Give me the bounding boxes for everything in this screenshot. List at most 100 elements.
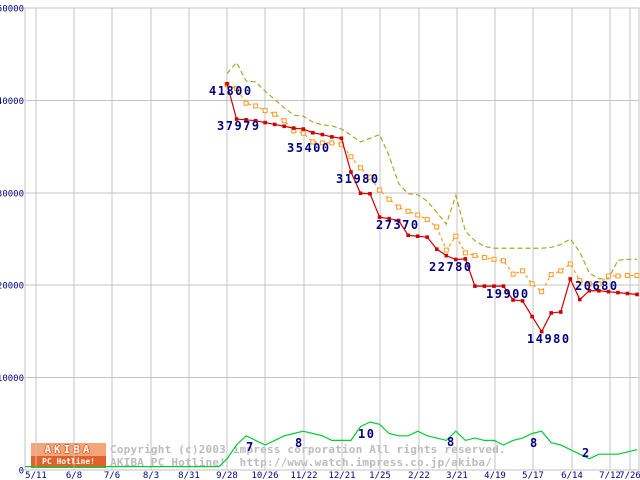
average-price-marker [615, 273, 621, 279]
lowest-price-marker [463, 257, 468, 261]
price-annotation: 20680 [575, 279, 619, 293]
lowest-price-marker [358, 191, 363, 196]
price-annotation: 37979 [217, 119, 261, 133]
lowest-price-marker [272, 122, 277, 127]
lowest-price-marker [244, 118, 248, 122]
x-tick-label: 9/28 [216, 471, 238, 480]
average-price-marker [319, 140, 325, 146]
lowest-price-marker [473, 284, 477, 288]
x-tick-label: 8/31 [178, 471, 200, 480]
lowest-price-marker [377, 215, 382, 219]
average-price-marker [548, 272, 554, 278]
lowest-price-marker [311, 130, 315, 135]
shop-count-annotation: 8 [530, 436, 539, 450]
average-price-marker [396, 204, 402, 210]
y-tick-label: 40000 [0, 97, 24, 107]
akiba-pc-hotline-logo: AKIBA PC Hotline! [31, 443, 106, 468]
average-price-marker [300, 130, 306, 136]
average-price-marker [415, 212, 421, 218]
lowest-price-marker [406, 233, 410, 238]
lowest-price-marker [387, 216, 391, 221]
highest-price-line [226, 61, 638, 280]
average-price-marker [272, 111, 278, 117]
lowest-price-marker [597, 288, 601, 293]
copyright-line-1: Copyright (c)2003 impress corporation Al… [110, 443, 506, 456]
lowest-price-marker [577, 297, 582, 302]
average-price-marker [586, 281, 592, 287]
lowest-price-marker [606, 289, 611, 294]
price-annotation: 41800 [209, 84, 253, 98]
akiba-logo-subtitle: PC Hotline! [31, 456, 106, 468]
lowest-price-marker [282, 124, 287, 129]
lowest-price-marker [520, 299, 525, 303]
x-tick-label: 5/17 [522, 471, 544, 480]
average-price-marker [472, 253, 478, 259]
lowest-price-marker [434, 247, 439, 251]
y-tick-label: 10000 [0, 374, 24, 384]
lowest-price-marker [320, 132, 325, 137]
shop-count-annotation: 7 [246, 440, 255, 454]
average-price-marker [605, 273, 611, 279]
lowest-price-marker [425, 235, 430, 239]
average-price-marker [377, 187, 383, 193]
lowest-price-marker [454, 257, 458, 262]
average-price-marker [253, 103, 259, 109]
y-tick-label: 50000 [0, 5, 24, 15]
y-tick-label: 0 [19, 467, 24, 477]
average-price-marker [405, 208, 411, 214]
x-tick-label: 6/14 [561, 471, 583, 480]
average-price-marker [577, 278, 583, 284]
lowest-price-marker [415, 234, 420, 239]
average-price-marker [491, 256, 497, 262]
shop-count-annotation: 8 [295, 436, 304, 450]
average-price-marker [357, 165, 363, 171]
x-tick-label: 10/26 [251, 471, 278, 480]
lowest-price-marker [635, 292, 639, 297]
lowest-price-marker [558, 310, 563, 314]
lowest-price-marker [587, 288, 592, 293]
lowest-price-marker [616, 290, 620, 295]
average-price-marker [386, 196, 392, 202]
lowest-price-marker [368, 191, 372, 196]
copyright-line-2: AKIBA PC Hotline! http://www.watch.impre… [110, 456, 493, 469]
average-price-marker [558, 268, 564, 274]
price-annotation: 14980 [527, 332, 571, 346]
average-price-marker [443, 247, 449, 253]
lowest-price-line [226, 83, 638, 333]
x-tick-label: 5/11 [25, 471, 47, 480]
price-annotation: 35400 [287, 141, 331, 155]
lowest-price-marker [625, 291, 630, 296]
average-price-marker [539, 289, 545, 295]
x-tick-label: 12/21 [328, 471, 355, 480]
lowest-price-marker [263, 120, 267, 125]
lowest-price-marker [291, 126, 296, 130]
plot-border [24, 7, 640, 471]
shop-count-line [25, 421, 638, 468]
average-price-marker [634, 272, 640, 278]
x-tick-label: 7/26 [619, 471, 640, 480]
average-price-marker [348, 154, 354, 160]
lowest-price-marker [253, 118, 258, 123]
average-price-marker [424, 217, 430, 223]
average-price-marker [234, 85, 240, 91]
x-tick-label: 8/3 [143, 471, 159, 480]
lowest-price-marker [530, 314, 534, 319]
price-annotation: 22780 [429, 260, 473, 274]
x-tick-label: 2/22 [408, 471, 430, 480]
average-price-marker [510, 271, 516, 277]
lowest-price-marker [511, 298, 515, 302]
x-tick-label: 7/6 [104, 471, 120, 480]
akiba-logo-title: AKIBA [31, 443, 106, 456]
lowest-price-marker [482, 284, 487, 288]
average-price-marker [281, 118, 287, 124]
y-tick-label: 20000 [0, 282, 24, 292]
lowest-price-marker [330, 135, 334, 139]
lowest-price-marker [549, 311, 553, 315]
price-annotation: 27370 [376, 218, 420, 232]
x-tick-label: 4/19 [484, 471, 506, 480]
average-price-marker [434, 224, 440, 230]
average-price-marker [596, 281, 602, 287]
average-price-marker [262, 108, 268, 114]
